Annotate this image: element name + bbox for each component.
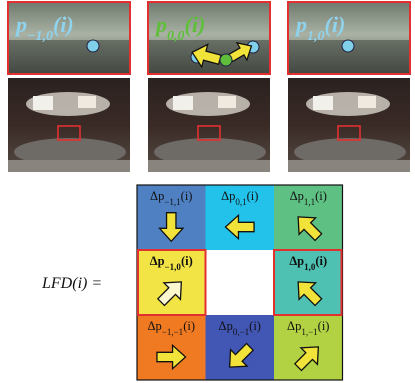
label-suffix: (i)	[325, 12, 346, 37]
grid-cell	[206, 185, 275, 250]
label-symbol: Δp	[221, 189, 235, 203]
label-symbol: Δp	[287, 319, 301, 333]
label-subscript: 1,0	[307, 29, 325, 44]
center-marker	[220, 54, 232, 66]
label-symbol: p	[154, 12, 167, 37]
label-subscript: 1,−1	[301, 327, 317, 337]
photo-object	[78, 96, 96, 108]
lfd-grid: LFD(i) =Δp−1,1(i)Δp0,1(i)Δp1,1(i)Δp−1,0(…	[41, 185, 343, 380]
photo-floor	[148, 160, 270, 172]
label-subscript: 0,−1	[233, 327, 249, 337]
label-subscript: 0,1	[235, 197, 246, 207]
label-suffix: (i)	[53, 12, 74, 37]
label-suffix: (i)	[318, 319, 330, 333]
grid-cell	[206, 250, 275, 315]
figure: p−1,0(i)p0,0(i)p1,0(i) LFD(i) =Δp−1,1(i)…	[0, 0, 415, 383]
label-subscript: −1,−1	[162, 327, 183, 337]
photo-object	[173, 96, 193, 110]
label-symbol: LFD	[41, 275, 73, 292]
label-subscript: −1,0	[27, 29, 53, 44]
label-suffix: (i)	[315, 254, 327, 268]
label-subscript: 0,0	[167, 29, 185, 44]
label-symbol: Δp	[150, 189, 164, 203]
label-suffix: (i)	[315, 189, 327, 203]
label-suffix: (i)	[247, 189, 259, 203]
label-subscript: 1,0	[304, 262, 316, 272]
label-suffix: (i)	[181, 254, 193, 268]
label-subscript: −1,1	[164, 197, 180, 207]
label-suffix: (i)	[249, 319, 261, 333]
label-symbol: Δp	[290, 189, 304, 203]
label-suffix: (i)	[181, 189, 193, 203]
panels: p−1,0(i)p0,0(i)p1,0(i)	[8, 2, 410, 172]
pixel-marker	[342, 40, 354, 52]
label-suffix: (i)	[185, 12, 206, 37]
label-subscript: 1,1	[304, 197, 315, 207]
photo-floor	[8, 160, 130, 172]
label-suffix: (i)	[183, 319, 195, 333]
label-subscript: −1,0	[165, 262, 182, 272]
crop-shade	[8, 40, 130, 74]
label: LFD(i) =	[41, 275, 102, 292]
grid-cell	[206, 315, 275, 380]
label-symbol: Δp	[289, 254, 304, 268]
photo-object	[33, 96, 53, 110]
pixel-marker	[87, 40, 99, 52]
label-suffix: (i) =	[72, 275, 102, 292]
label-symbol: p	[294, 12, 307, 37]
photo-object	[218, 96, 236, 108]
label-symbol: Δp	[219, 319, 233, 333]
photo-object	[358, 96, 376, 108]
label-symbol: Δp	[147, 319, 161, 333]
photo-floor	[288, 160, 410, 172]
label-symbol: p	[14, 12, 27, 37]
label-symbol: Δp	[150, 254, 165, 268]
photo-object	[313, 96, 333, 110]
